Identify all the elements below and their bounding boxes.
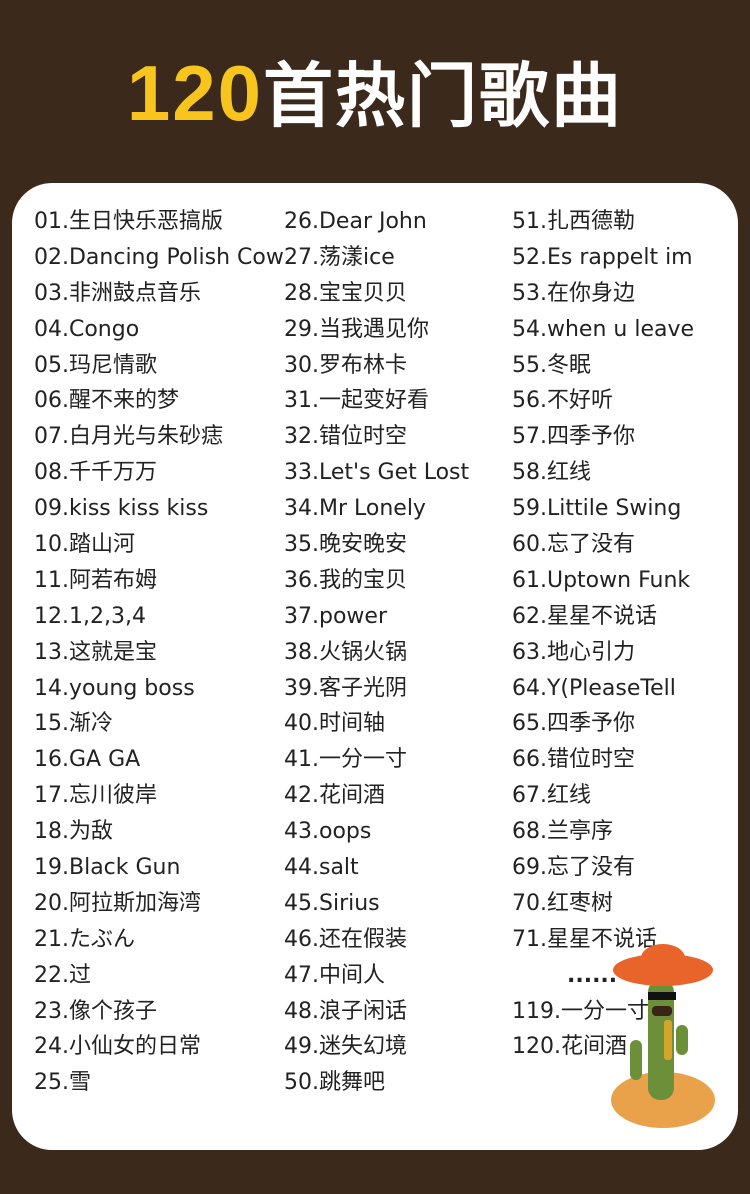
song-item: 60.忘了没有	[512, 532, 635, 558]
song-item: 20.阿拉斯加海湾	[34, 890, 201, 916]
song-item: 62.星星不说话	[512, 603, 657, 629]
song-item: 38.火锅火锅	[284, 639, 407, 665]
song-item: 06.醒不来的梦	[34, 388, 179, 414]
song-item: 45.Sirius	[284, 890, 380, 916]
song-item: 34.Mr Lonely	[284, 496, 426, 522]
song-item: 10.踏山河	[34, 532, 135, 558]
song-item: 43.oops	[284, 819, 372, 845]
song-item: 39.客子光阴	[284, 675, 407, 701]
song-item: 55.冬眠	[512, 352, 591, 378]
title-text: 首热门歌曲	[263, 55, 624, 137]
song-item: 53.在你身边	[512, 280, 635, 306]
song-item: 22.过	[34, 962, 91, 988]
song-item: 14.young boss	[34, 675, 195, 701]
song-item: 18.为敌	[34, 819, 113, 845]
song-item: 65.四季予你	[512, 711, 635, 737]
song-item: 03.非洲鼓点音乐	[34, 280, 201, 306]
song-item: 70.红枣树	[512, 890, 613, 916]
song-item: 46.还在假装	[284, 926, 407, 952]
song-item: 13.这就是宝	[34, 639, 157, 665]
song-item: 58.红线	[512, 460, 591, 486]
song-item: 35.晚安晚安	[284, 532, 407, 558]
song-column-1: 01.生日快乐恶搞版 02.Dancing Polish Cow 03.非洲鼓点音乐…	[34, 204, 284, 1101]
song-item: 54.when u leave	[512, 316, 695, 342]
song-item: 47.中间人	[284, 962, 385, 988]
song-item: 40.时间轴	[284, 711, 385, 737]
song-item: 68.兰亭序	[512, 819, 613, 845]
title-number: 120	[126, 49, 264, 137]
page-title: 120首热门歌曲	[0, 48, 750, 141]
song-item: 11.阿若布姆	[34, 567, 157, 593]
song-item: 28.宝宝贝贝	[284, 280, 407, 306]
cactus-toy-image	[611, 944, 715, 1128]
song-item: 31.一起变好看	[284, 388, 429, 414]
song-item: 48.浪子闲话	[284, 998, 407, 1024]
song-item: 64.Y(PleaseTell	[512, 675, 676, 701]
song-item: 25.雪	[34, 1070, 91, 1096]
song-item: 59.Littile Swing	[512, 496, 682, 522]
song-column-2: 26.Dear John 27.荡漾ice 28.宝宝贝贝 29.当我遇见你 30.罗布…	[284, 204, 469, 1101]
song-item: 05.玛尼情歌	[34, 352, 157, 378]
song-item: 119.一分一寸	[512, 998, 649, 1024]
song-item: 01.生日快乐恶搞版	[34, 209, 223, 234]
song-item: 41.一分一寸	[284, 747, 407, 773]
song-item: 52.Es rappelt im	[512, 244, 693, 270]
song-item: 61.Uptown Funk	[512, 567, 691, 593]
song-item: 17.忘川彼岸	[34, 783, 157, 809]
song-item: 32.错位时空	[284, 424, 407, 450]
song-item: 27.荡漾ice	[284, 244, 395, 270]
song-item: 09.kiss kiss kiss	[34, 496, 209, 522]
song-item: 12.1,2,3,4	[34, 603, 146, 629]
song-item: 16.GA GA	[34, 747, 141, 773]
song-item: 07.白月光与朱砂痣	[34, 424, 223, 450]
song-item: 63.地心引力	[512, 639, 635, 665]
song-item: 57.四季予你	[512, 424, 635, 450]
song-item: 02.Dancing Polish Cow	[34, 244, 284, 270]
song-item: 26.Dear John	[284, 209, 427, 234]
song-item: 66.错位时空	[512, 747, 635, 773]
song-item: 71.星星不说话	[512, 926, 657, 952]
song-item: 33.Let's Get Lost	[284, 460, 470, 486]
song-item: 30.罗布林卡	[284, 352, 407, 378]
song-item: 29.当我遇见你	[284, 316, 429, 342]
song-item: 42.花间酒	[284, 783, 385, 809]
song-item: 50.跳舞吧	[284, 1070, 385, 1096]
song-item: 08.千千万万	[34, 460, 157, 486]
song-item: 120.花间酒	[512, 1034, 627, 1060]
song-column-3: 51.扎西德勒 52.Es rappelt im 53.在你身边 54.when u …	[512, 204, 694, 1065]
song-item: 51.扎西德勒	[512, 209, 635, 234]
song-item: 69.忘了没有	[512, 855, 635, 881]
song-item: 04.Congo	[34, 316, 140, 342]
song-item: 37.power	[284, 603, 387, 629]
song-item: 44.salt	[284, 855, 359, 881]
song-item: 21.たぶん	[34, 926, 135, 952]
song-item: 23.像个孩子	[34, 998, 157, 1024]
song-item: 15.渐冷	[34, 711, 113, 737]
song-item: 24.小仙女的日常	[34, 1034, 201, 1060]
ellipsis: ......	[567, 962, 618, 988]
song-item: 56.不好听	[512, 388, 613, 414]
song-item: 67.红线	[512, 783, 591, 809]
song-item: 49.迷失幻境	[284, 1034, 407, 1060]
song-item: 36.我的宝贝	[284, 567, 407, 593]
song-item: 19.Black Gun	[34, 855, 181, 881]
song-list-card: 01.生日快乐恶搞版 02.Dancing Polish Cow 03.非洲鼓点音乐…	[12, 183, 738, 1150]
